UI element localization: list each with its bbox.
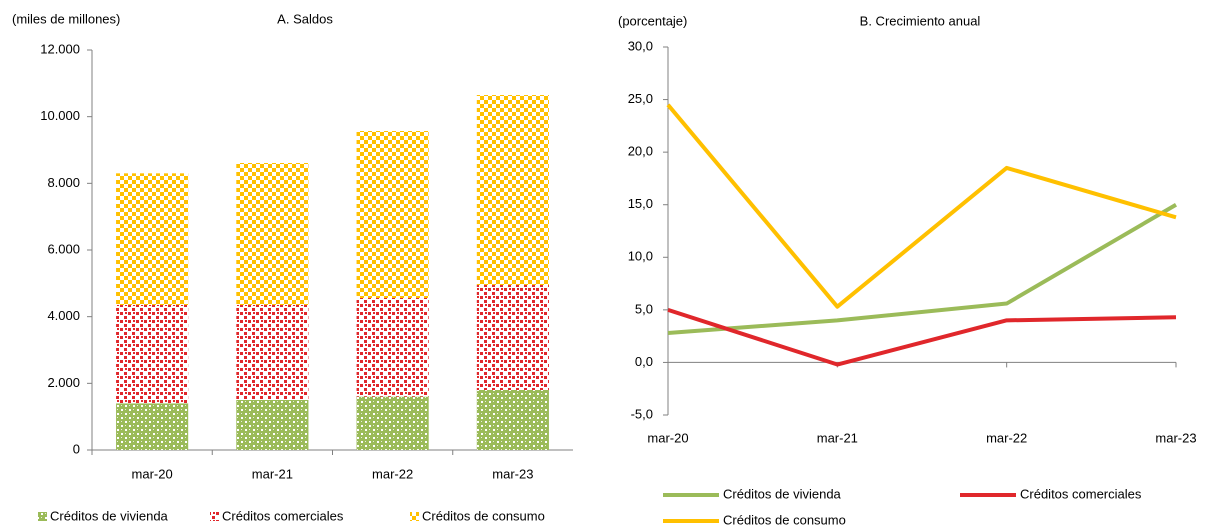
y-axis-label: (miles de millones) xyxy=(12,11,120,26)
y-tick-label: 5,0 xyxy=(635,301,653,316)
y-tick-label: 6.000 xyxy=(47,241,80,256)
line xyxy=(667,307,1177,367)
y-tick-label: 0 xyxy=(73,441,80,456)
x-tick-label: mar-23 xyxy=(492,466,533,481)
y-tick-label: 8.000 xyxy=(47,175,80,190)
legend-marker xyxy=(210,512,219,521)
line xyxy=(667,202,1178,335)
bar-segment xyxy=(356,131,429,298)
y-tick-label: -5,0 xyxy=(631,406,653,421)
line xyxy=(666,103,1177,309)
x-tick-label: mar-22 xyxy=(372,466,413,481)
y-tick-label: 12.000 xyxy=(40,41,80,56)
y-tick-label: 20,0 xyxy=(628,144,653,159)
legend-marker xyxy=(410,512,419,521)
legend-label: Créditos comerciales xyxy=(1020,486,1142,501)
bar-segment xyxy=(236,163,309,305)
legend-label: Créditos de vivienda xyxy=(50,508,169,523)
legend-label: Créditos de consumo xyxy=(422,508,545,523)
y-tick-label: 4.000 xyxy=(47,308,80,323)
bar-segment xyxy=(116,173,189,305)
x-tick-label: mar-21 xyxy=(817,430,858,445)
y-tick-label: 25,0 xyxy=(628,91,653,106)
chart-title: B. Crecimiento anual xyxy=(860,13,981,28)
y-axis-label: (porcentaje) xyxy=(618,13,687,28)
legend-label: Créditos de consumo xyxy=(723,512,846,527)
legend-label: Créditos de vivienda xyxy=(723,486,842,501)
bar-segment xyxy=(476,285,549,390)
y-tick-label: 10.000 xyxy=(40,108,80,123)
bar-segment xyxy=(236,305,309,400)
legend-label: Créditos comerciales xyxy=(222,508,344,523)
bar-segment xyxy=(116,305,189,404)
legend-marker xyxy=(38,512,47,521)
y-tick-label: 30,0 xyxy=(628,38,653,53)
x-tick-label: mar-20 xyxy=(132,466,173,481)
y-tick-label: 15,0 xyxy=(628,196,653,211)
y-tick-label: 10,0 xyxy=(628,249,653,264)
bar-segment xyxy=(116,403,189,450)
bar-segment xyxy=(476,95,549,285)
x-tick-label: mar-23 xyxy=(1155,430,1196,445)
bar-segment xyxy=(356,298,429,397)
bar-segment xyxy=(476,390,549,450)
bar-segment xyxy=(236,400,309,450)
x-tick-label: mar-22 xyxy=(986,430,1027,445)
x-tick-label: mar-21 xyxy=(252,466,293,481)
y-tick-label: 0,0 xyxy=(635,354,653,369)
chart-title: A. Saldos xyxy=(277,11,333,26)
bar-segment xyxy=(356,396,429,450)
y-tick-label: 2.000 xyxy=(47,375,80,390)
x-tick-label: mar-20 xyxy=(647,430,688,445)
